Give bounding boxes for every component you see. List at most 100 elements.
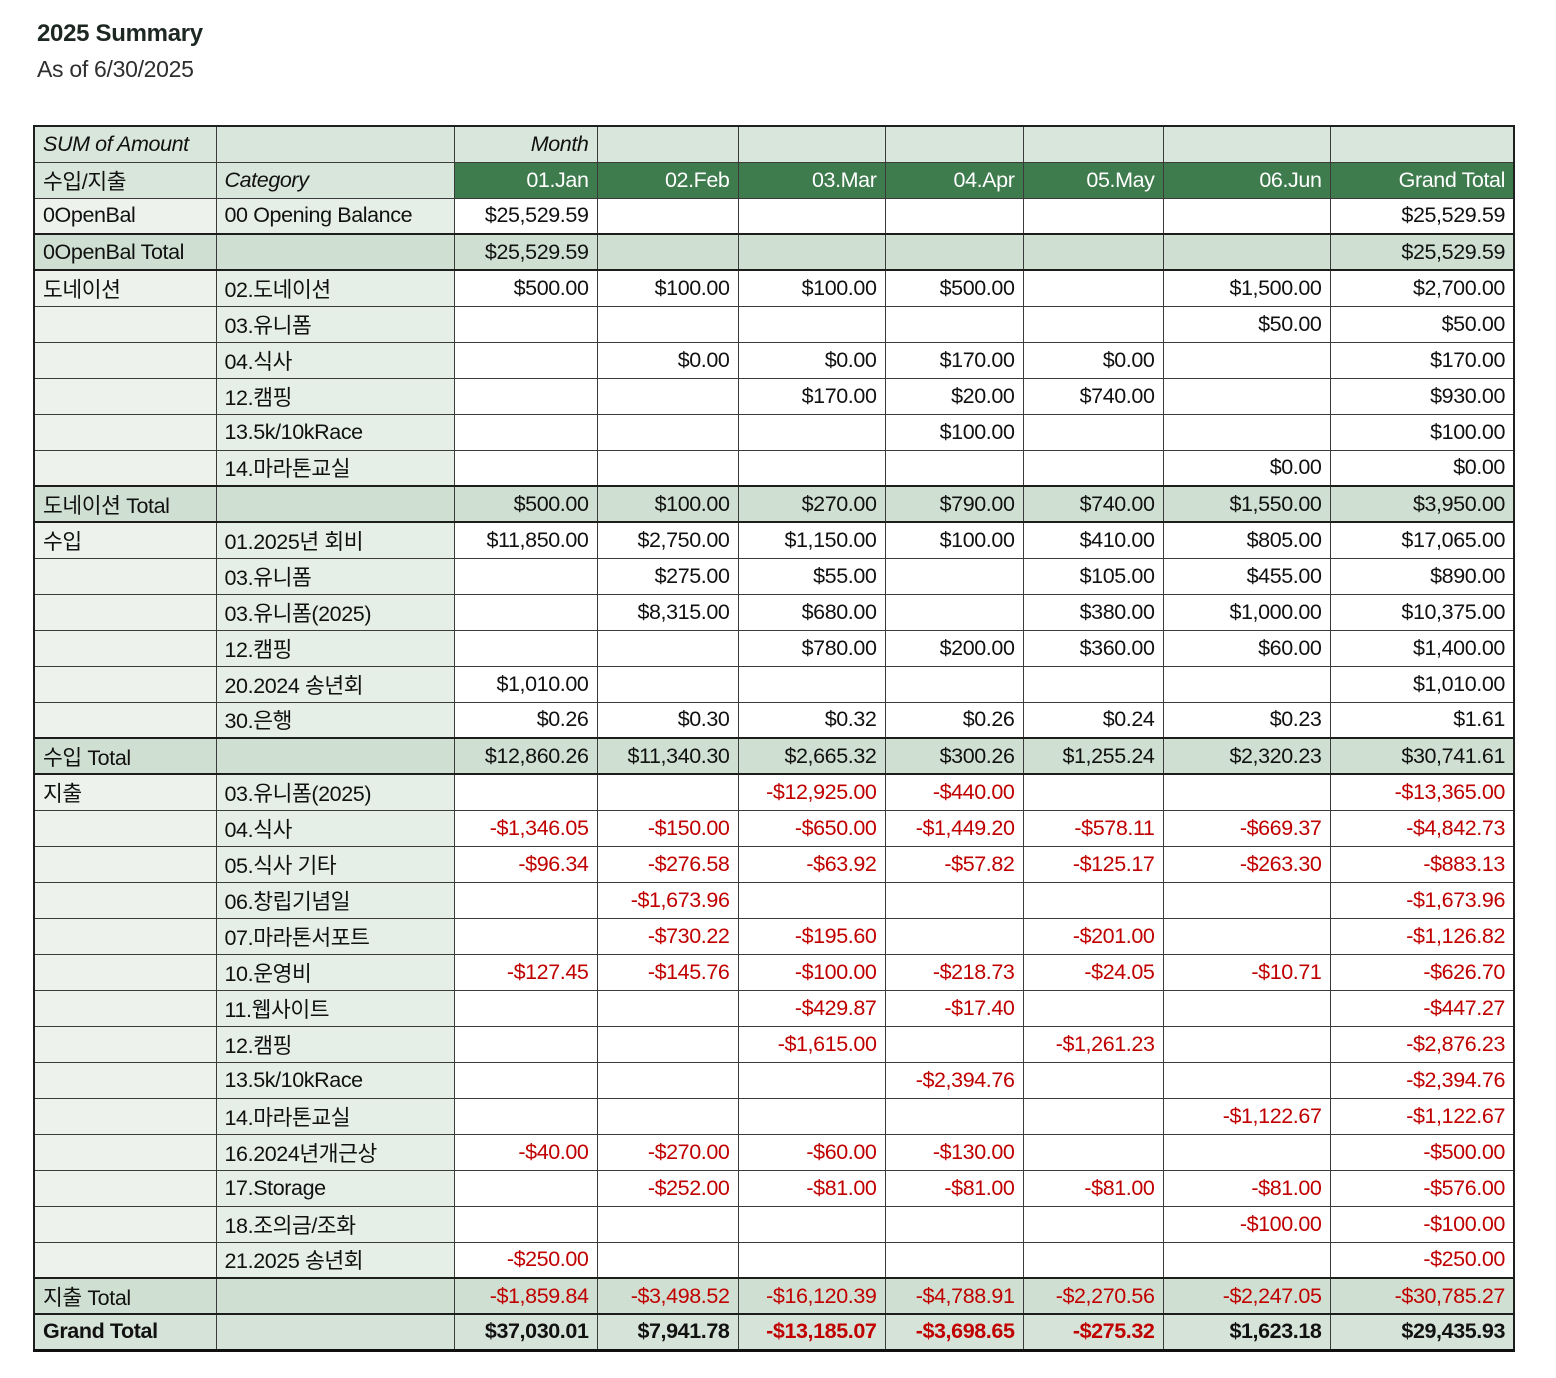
value-cell	[1162, 917, 1331, 955]
value-cell	[737, 881, 886, 919]
category-cell: 20.2024 송년회	[215, 665, 455, 703]
grand-total-value-cell: -$447.27	[1329, 989, 1515, 1027]
category-cell: 06.창립기념일	[215, 881, 455, 919]
value-cell: $8,315.00	[596, 593, 739, 631]
value-cell	[596, 989, 739, 1027]
value-cell: -$270.00	[596, 1133, 739, 1171]
value-cell: $1,000.00	[1162, 593, 1331, 631]
grand-total-value-cell: -$100.00	[1329, 1205, 1515, 1243]
value-cell: -$17.40	[884, 989, 1024, 1027]
value-cell	[596, 629, 739, 667]
table-row: 30.은행 $0.26 $0.30 $0.32 $0.26 $0.24 $0.23 $1.61	[33, 701, 1515, 739]
row-group-cell	[33, 305, 217, 343]
value-cell: $380.00	[1022, 593, 1164, 631]
value-cell	[1022, 197, 1164, 235]
grand-total-value-cell: $930.00	[1329, 377, 1515, 415]
row-group-cell: Grand Total	[33, 1313, 217, 1352]
header-spacer-cell	[1329, 125, 1515, 163]
value-cell	[453, 413, 598, 451]
category-cell: 17.Storage	[215, 1169, 455, 1207]
row-group-cell	[33, 1025, 217, 1063]
grand-total-value-cell: $890.00	[1329, 557, 1515, 595]
table-row: 16.2024년개근상 -$40.00 -$270.00 -$60.00 -$130.0…	[33, 1133, 1515, 1171]
value-cell: -$100.00	[737, 953, 886, 991]
row-group-cell	[33, 881, 217, 919]
value-cell: $11,340.30	[596, 737, 739, 775]
value-cell	[453, 305, 598, 343]
total-row: 0OpenBal Total $25,529.59 $25,529.59	[33, 233, 1515, 271]
value-cell: $60.00	[1162, 629, 1331, 667]
value-cell: -$3,698.65	[884, 1313, 1024, 1352]
value-cell: -$1,346.05	[453, 809, 598, 847]
value-cell: $37,030.01	[453, 1313, 598, 1352]
value-cell	[1022, 1241, 1164, 1279]
value-cell	[1022, 773, 1164, 811]
value-cell	[453, 593, 598, 631]
column-header-mar: 03.Mar	[737, 161, 886, 199]
value-cell: $100.00	[737, 269, 886, 307]
value-cell	[737, 233, 886, 271]
table-row: 10.운영비 -$127.45 -$145.76 -$100.00 -$218.73 -$…	[33, 953, 1515, 991]
row-group-cell	[33, 1241, 217, 1279]
category-cell: 12.캠핑	[215, 629, 455, 667]
value-cell	[596, 1205, 739, 1243]
value-cell: $0.24	[1022, 701, 1164, 739]
value-cell: -$81.00	[884, 1169, 1024, 1207]
value-cell: -$650.00	[737, 809, 886, 847]
value-cell	[596, 773, 739, 811]
category-cell: 13.5k/10kRace	[215, 1061, 455, 1099]
category-cell: 07.마라톤서포트	[215, 917, 455, 955]
value-cell: $270.00	[737, 485, 886, 523]
header-spacer-cell	[1162, 125, 1331, 163]
grand-total-value-cell: -$626.70	[1329, 953, 1515, 991]
value-cell: -$1,673.96	[596, 881, 739, 919]
value-cell: $1,623.18	[1162, 1313, 1331, 1352]
value-cell: -$2,247.05	[1162, 1277, 1331, 1315]
value-cell: -$578.11	[1022, 809, 1164, 847]
value-cell	[884, 593, 1024, 631]
category-cell: 21.2025 송년회	[215, 1241, 455, 1279]
table-row: 21.2025 송년회 -$250.00 -$250.00	[33, 1241, 1515, 1279]
table-row: 18.조의금/조화 -$100.00 -$100.00	[33, 1205, 1515, 1243]
value-cell: -$12,925.00	[737, 773, 886, 811]
value-cell: $50.00	[1162, 305, 1331, 343]
value-cell	[1162, 341, 1331, 379]
grand-total-value-cell: $1,400.00	[1329, 629, 1515, 667]
value-cell: $2,750.00	[596, 521, 739, 559]
value-cell: $100.00	[884, 521, 1024, 559]
row-group-cell	[33, 1097, 217, 1135]
category-cell: 03.유니폼	[215, 305, 455, 343]
value-cell: -$669.37	[1162, 809, 1331, 847]
value-cell: $275.00	[596, 557, 739, 595]
grand-total-value-cell: -$1,122.67	[1329, 1097, 1515, 1135]
table-row: 도네이션 02.도네이션 $500.00 $100.00 $100.00 $500.00 $…	[33, 269, 1515, 307]
value-cell	[737, 1241, 886, 1279]
value-cell: $100.00	[596, 485, 739, 523]
value-cell: -$201.00	[1022, 917, 1164, 955]
grand-total-value-cell: -$250.00	[1329, 1241, 1515, 1279]
grand-total-value-cell: $50.00	[1329, 305, 1515, 343]
grand-total-value-cell: -$500.00	[1329, 1133, 1515, 1171]
page-title: 2025 Summary	[37, 20, 203, 47]
row-group-cell: 0OpenBal	[33, 197, 217, 235]
category-cell: 30.은행	[215, 701, 455, 739]
value-cell	[1022, 1061, 1164, 1099]
row-group-cell	[33, 917, 217, 955]
value-cell: $7,941.78	[596, 1313, 739, 1352]
row-group-cell	[33, 629, 217, 667]
value-cell: -$40.00	[453, 1133, 598, 1171]
grand-total-value-cell: $17,065.00	[1329, 521, 1515, 559]
value-cell: -$10.71	[1162, 953, 1331, 991]
total-row: 지출 Total -$1,859.84 -$3,498.52 -$16,120.39-…	[33, 1277, 1515, 1315]
value-cell	[737, 197, 886, 235]
value-cell	[596, 1061, 739, 1099]
value-cell: $1,255.24	[1022, 737, 1164, 775]
grand-total-value-cell: $10,375.00	[1329, 593, 1515, 631]
grand-total-value-cell: -$1,673.96	[1329, 881, 1515, 919]
value-cell: -$145.76	[596, 953, 739, 991]
value-cell: -$4,788.91	[884, 1277, 1024, 1315]
value-cell	[1162, 197, 1331, 235]
value-cell: -$63.92	[737, 845, 886, 883]
value-cell	[1022, 269, 1164, 307]
value-cell	[453, 377, 598, 415]
